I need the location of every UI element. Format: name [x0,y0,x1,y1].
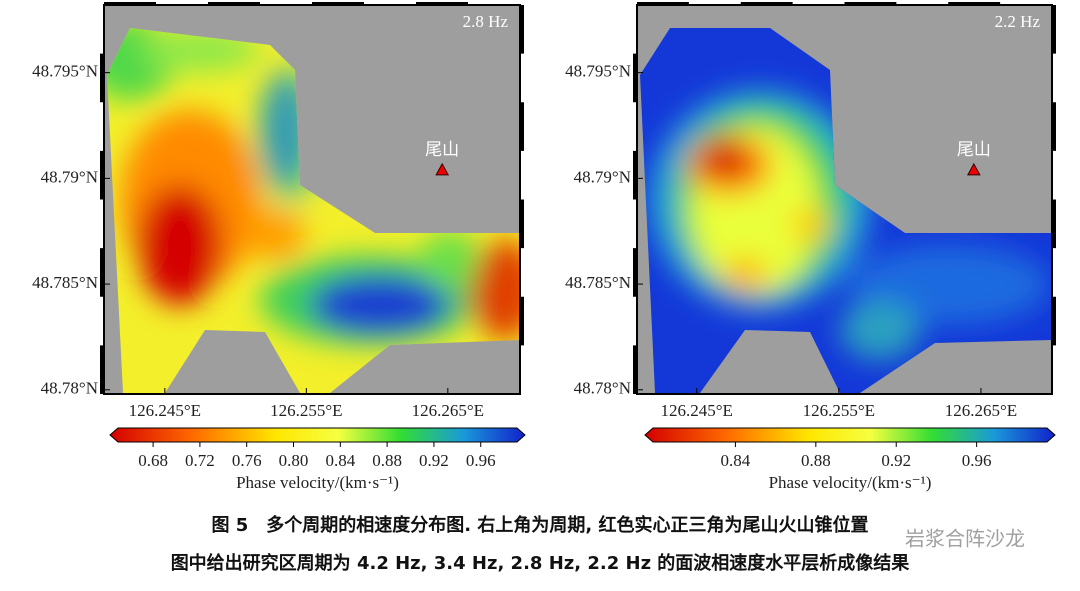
frame-band [633,248,637,297]
frame-band [520,199,524,249]
frame-band [1052,199,1056,249]
colorbar-tick-label: 0.88 [801,451,831,470]
period-label: 2.8 Hz [463,12,509,31]
colorbar-tick-label: 0.88 [372,451,402,470]
y-tick-label: 48.795°N [565,62,631,81]
frame-band [633,150,637,200]
caption-line: 图中给出研究区周期为 4.2 Hz, 3.4 Hz, 2.8 Hz, 2.2 H… [171,552,911,574]
frame-band [312,2,364,6]
period-label: 2.2 Hz [995,12,1041,31]
caption-line: 图 5 多个周期的相速度分布图. 右上角为周期, 红色实心正三角为尾山火山锥位置 [212,514,869,536]
colorbar-tick-label: 0.92 [419,451,449,470]
y-tick-label: 48.785°N [32,273,98,292]
y-tick-label: 48.78°N [574,379,631,398]
frame-band [208,2,260,6]
colorbar-title: Phase velocity/(km·s⁻¹) [769,473,932,492]
colorbar-title: Phase velocity/(km·s⁻¹) [236,473,399,492]
colorbar [644,427,1056,443]
colorbar-tick-label: 0.92 [881,451,911,470]
frame-band [740,2,793,6]
x-tick-label: 126.255°E [803,401,875,420]
frame-band [520,296,524,346]
volcano-label: 尾山 [425,140,459,160]
x-tick-label: 126.245°E [660,401,732,420]
x-tick-label: 126.255°E [270,401,342,420]
colorbar-tick-label: 0.96 [962,451,992,470]
volcano-marker [966,162,981,176]
y-tick-label: 48.785°N [565,273,631,292]
frame-band [100,248,104,297]
frame-band [1052,5,1056,54]
watermark: 岩浆合阵沙龙 [905,527,1025,551]
x-tick-label: 126.245°E [129,401,201,420]
frame-band [1052,296,1056,346]
colorbar [109,427,526,443]
frame-band [633,53,637,103]
map-left [104,5,520,394]
colorbar-tick-label: 0.80 [279,451,309,470]
y-tick-label: 48.79°N [41,167,98,186]
frame-band [100,345,104,394]
frame-band [520,102,524,151]
frame-band [633,345,637,394]
frame-band [520,5,524,54]
frame-band [844,2,897,6]
colorbar-tick-label: 0.84 [325,451,355,470]
colorbar-tick-label: 0.84 [721,451,751,470]
frame-band [1052,102,1056,151]
x-tick-label: 126.265°E [945,401,1017,420]
colorbar-tick-label: 0.96 [466,451,496,470]
frame-band [948,2,1001,6]
x-tick-label: 126.265°E [412,401,484,420]
frame-band [100,53,104,103]
frame-band [100,150,104,200]
y-tick-label: 48.795°N [32,62,98,81]
frame-band [416,2,468,6]
map-right [637,5,1052,394]
frame-band [637,2,689,6]
colorbar-tick-label: 0.68 [138,451,168,470]
colorbar-tick-label: 0.76 [232,451,262,470]
volcano-label: 尾山 [957,140,991,160]
y-tick-label: 48.78°N [41,379,98,398]
frame-band [104,2,156,6]
colorbar-tick-label: 0.72 [185,451,215,470]
volcano-marker [435,162,450,176]
y-tick-label: 48.79°N [574,167,631,186]
